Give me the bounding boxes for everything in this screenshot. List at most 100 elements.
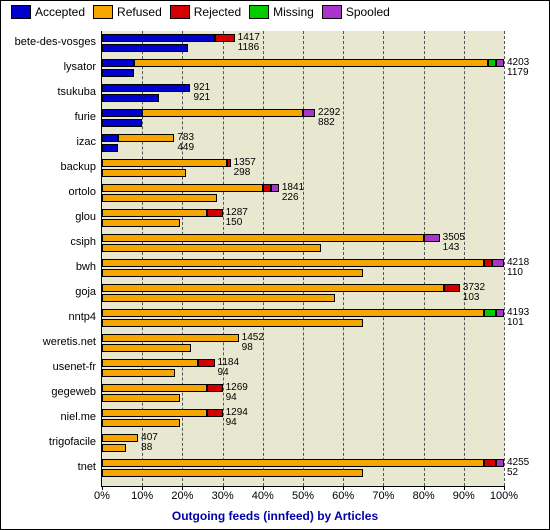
value-label-bottom: 98 bbox=[242, 343, 253, 353]
bar-segment bbox=[303, 109, 315, 117]
bar-segment bbox=[102, 459, 484, 467]
y-axis-label: trigofacile bbox=[49, 436, 102, 448]
bar-segment bbox=[207, 384, 223, 392]
xtick-label: 40% bbox=[252, 490, 274, 502]
value-label-bottom: 110 bbox=[507, 268, 523, 278]
bar-segment bbox=[484, 309, 496, 317]
bar-segment bbox=[207, 209, 223, 217]
legend-label: Refused bbox=[117, 5, 162, 19]
bar-row: lysator42031179 bbox=[102, 58, 504, 83]
bar-row: glou1287150 bbox=[102, 208, 504, 233]
bar-row: weretis.net145298 bbox=[102, 333, 504, 358]
legend-swatch bbox=[11, 5, 31, 19]
bar-segment-secondary bbox=[102, 144, 118, 152]
bar-segment bbox=[484, 259, 492, 267]
bar-segment bbox=[102, 409, 207, 417]
xtick-label: 50% bbox=[292, 490, 314, 502]
bar-segment bbox=[102, 184, 263, 192]
value-label-bottom: 449 bbox=[177, 143, 194, 153]
bar-segment-secondary bbox=[102, 69, 134, 77]
value-label-bottom: 94 bbox=[226, 418, 237, 428]
xtick-label: 90% bbox=[453, 490, 475, 502]
legend-swatch bbox=[170, 5, 190, 19]
value-label-bottom: 298 bbox=[234, 168, 251, 178]
bar-segment-secondary bbox=[102, 394, 180, 402]
value-label-bottom: 882 bbox=[318, 118, 335, 128]
bar-row: nntp44193101 bbox=[102, 308, 504, 333]
bar-segment bbox=[484, 459, 496, 467]
legend-item: Accepted bbox=[11, 5, 85, 19]
legend: Accepted Refused Rejected Missing Spooled bbox=[11, 5, 539, 19]
bar-row: tsukuba921921 bbox=[102, 83, 504, 108]
bar-segment bbox=[102, 434, 138, 442]
legend-label: Spooled bbox=[346, 5, 390, 19]
bar-segment-secondary bbox=[102, 444, 126, 452]
y-axis-label: glou bbox=[75, 211, 102, 223]
bar-segment bbox=[118, 134, 174, 142]
legend-item: Rejected bbox=[170, 5, 241, 19]
legend-item: Spooled bbox=[322, 5, 390, 19]
bar-segment bbox=[488, 59, 496, 67]
bar-segment-secondary bbox=[102, 169, 186, 177]
y-axis-label: backup bbox=[61, 161, 102, 173]
bar-segment bbox=[227, 159, 231, 167]
bar-segment bbox=[102, 234, 424, 242]
y-axis-label: tnet bbox=[78, 461, 102, 473]
y-axis-label: bete-des-vosges bbox=[15, 36, 102, 48]
bar-row: furie2292882 bbox=[102, 108, 504, 133]
y-axis-label: goja bbox=[75, 286, 102, 298]
y-axis-label: lysator bbox=[64, 61, 102, 73]
bar-segment-secondary bbox=[102, 369, 175, 377]
xtick-label: 30% bbox=[212, 490, 234, 502]
bar-segment-secondary bbox=[102, 319, 363, 327]
y-axis-label: csiph bbox=[70, 236, 102, 248]
value-label-bottom: 103 bbox=[463, 293, 480, 303]
bar-segment bbox=[102, 134, 118, 142]
legend-label: Missing bbox=[273, 5, 314, 19]
value-label-bottom: 150 bbox=[226, 218, 243, 228]
xtick-label: 80% bbox=[413, 490, 435, 502]
bar-segment bbox=[102, 359, 198, 367]
bar-segment bbox=[263, 184, 271, 192]
bar-segment bbox=[496, 459, 504, 467]
y-axis-label: gegeweb bbox=[51, 386, 102, 398]
bar-row: ortolo1841226 bbox=[102, 183, 504, 208]
bar-segment-secondary bbox=[102, 119, 142, 127]
bar-row: usenet-fr118494 bbox=[102, 358, 504, 383]
value-label-bottom: 101 bbox=[507, 318, 524, 328]
legend-item: Missing bbox=[249, 5, 314, 19]
bar-row: niel.me129494 bbox=[102, 408, 504, 433]
bar-segment-secondary bbox=[102, 294, 335, 302]
xtick-label: 60% bbox=[332, 490, 354, 502]
bar-segment-secondary bbox=[102, 344, 191, 352]
bar-row: goja3732103 bbox=[102, 283, 504, 308]
legend-item: Refused bbox=[93, 5, 162, 19]
value-label-bottom: 1186 bbox=[238, 43, 260, 53]
value-label-bottom: 52 bbox=[507, 468, 518, 478]
y-axis-label: usenet-fr bbox=[53, 361, 102, 373]
bar-segment-secondary bbox=[102, 219, 180, 227]
bar-segment bbox=[102, 109, 142, 117]
bar-row: trigofacile40788 bbox=[102, 433, 504, 458]
legend-label: Accepted bbox=[35, 5, 85, 19]
y-axis-label: weretis.net bbox=[43, 336, 102, 348]
bar-segment bbox=[444, 284, 460, 292]
value-label-bottom: 94 bbox=[226, 393, 237, 403]
value-label-bottom: 226 bbox=[282, 193, 299, 203]
chart: AcceptedRefusedRejectedMissingSpooled 0%… bbox=[0, 0, 550, 530]
y-axis-label: bwh bbox=[76, 261, 102, 273]
bar-segment bbox=[492, 259, 504, 267]
bar-segment-secondary bbox=[102, 194, 217, 202]
y-axis-label: ortolo bbox=[68, 186, 102, 198]
bar-segment-secondary bbox=[102, 244, 321, 252]
legend-swatch bbox=[93, 5, 113, 19]
bar-segment bbox=[215, 34, 235, 42]
xtick-label: 70% bbox=[372, 490, 394, 502]
legend-swatch bbox=[322, 5, 342, 19]
bar-segment-secondary bbox=[102, 469, 363, 477]
bar-segment bbox=[102, 59, 134, 67]
value-label-bottom: 143 bbox=[443, 243, 460, 253]
bar-segment-secondary bbox=[102, 44, 188, 52]
bar-segment bbox=[424, 234, 440, 242]
bar-row: bete-des-vosges14171186 bbox=[102, 33, 504, 58]
